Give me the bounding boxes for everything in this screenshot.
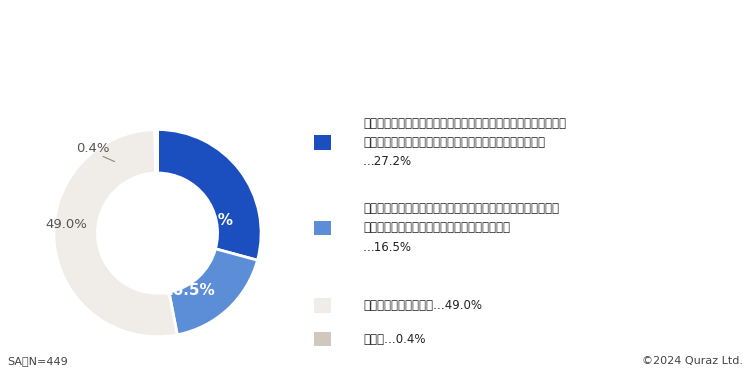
- Text: ©2024 Quraz Ltd.: ©2024 Quraz Ltd.: [641, 356, 742, 366]
- Text: 保有する物件への引っ越しを諦めたことがある: 保有する物件への引っ越しを諦めたことがある: [363, 221, 510, 235]
- Text: その他…0.4%: その他…0.4%: [363, 333, 425, 346]
- Text: 東京都賃貸住まいの約3人に1人（43.7%）は、: 東京都賃貸住まいの約3人に1人（43.7%）は、: [234, 27, 516, 46]
- Text: …16.5%: …16.5%: [363, 241, 412, 254]
- FancyBboxPatch shape: [314, 332, 331, 346]
- Wedge shape: [154, 130, 158, 173]
- Text: 0.4%: 0.4%: [76, 142, 110, 155]
- Wedge shape: [169, 249, 257, 335]
- Text: 賃貸料金など諸条件の兼ね合いで、理想とする収納スペースを: 賃貸料金など諸条件の兼ね合いで、理想とする収納スペースを: [363, 202, 559, 215]
- Wedge shape: [54, 130, 177, 337]
- Text: そのような経験は無い…49.0%: そのような経験は無い…49.0%: [363, 299, 482, 312]
- Text: 賃貸料金など諸条件の兼ね合いで、理想とする収納スペースには: 賃貸料金など諸条件の兼ね合いで、理想とする収納スペースには: [363, 117, 566, 130]
- Text: 49.0%: 49.0%: [46, 218, 87, 231]
- Text: …27.2%: …27.2%: [363, 155, 413, 168]
- Text: 住まい選びの中で収納スペースを妥協した・諦めた経験有り。: 住まい選びの中で収納スペースを妥協した・諦めた経験有り。: [217, 71, 532, 90]
- FancyBboxPatch shape: [314, 135, 331, 149]
- Text: 27.2%: 27.2%: [181, 213, 234, 228]
- FancyBboxPatch shape: [314, 299, 331, 313]
- Text: SA／N=449: SA／N=449: [8, 356, 68, 366]
- Text: 16.5%: 16.5%: [162, 283, 215, 297]
- Wedge shape: [158, 130, 261, 260]
- Text: 及ばなかったが妥協してその物件に引っ越したことがある: 及ばなかったが妥協してその物件に引っ越したことがある: [363, 136, 545, 149]
- FancyBboxPatch shape: [314, 221, 331, 235]
